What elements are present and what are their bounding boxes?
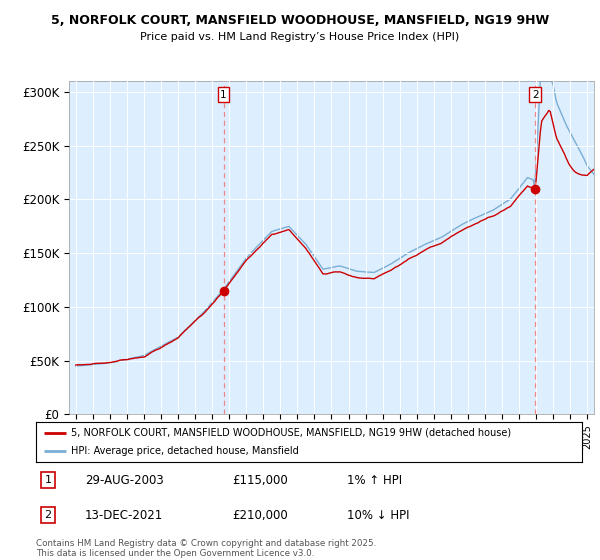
Text: HPI: Average price, detached house, Mansfield: HPI: Average price, detached house, Mans… [71,446,299,456]
Text: 1: 1 [44,475,52,485]
Text: 13-DEC-2021: 13-DEC-2021 [85,508,163,522]
Text: 1% ↑ HPI: 1% ↑ HPI [347,474,403,487]
Text: £115,000: £115,000 [233,474,289,487]
Text: 2: 2 [44,510,52,520]
Text: 1: 1 [220,90,227,100]
Text: 2: 2 [532,90,539,100]
Text: 10% ↓ HPI: 10% ↓ HPI [347,508,410,522]
Text: 5, NORFOLK COURT, MANSFIELD WOODHOUSE, MANSFIELD, NG19 9HW (detached house): 5, NORFOLK COURT, MANSFIELD WOODHOUSE, M… [71,428,512,437]
Text: 29-AUG-2003: 29-AUG-2003 [85,474,164,487]
Text: Price paid vs. HM Land Registry’s House Price Index (HPI): Price paid vs. HM Land Registry’s House … [140,32,460,43]
Text: Contains HM Land Registry data © Crown copyright and database right 2025.
This d: Contains HM Land Registry data © Crown c… [36,539,376,558]
Text: 5, NORFOLK COURT, MANSFIELD WOODHOUSE, MANSFIELD, NG19 9HW: 5, NORFOLK COURT, MANSFIELD WOODHOUSE, M… [51,14,549,27]
Text: £210,000: £210,000 [233,508,289,522]
